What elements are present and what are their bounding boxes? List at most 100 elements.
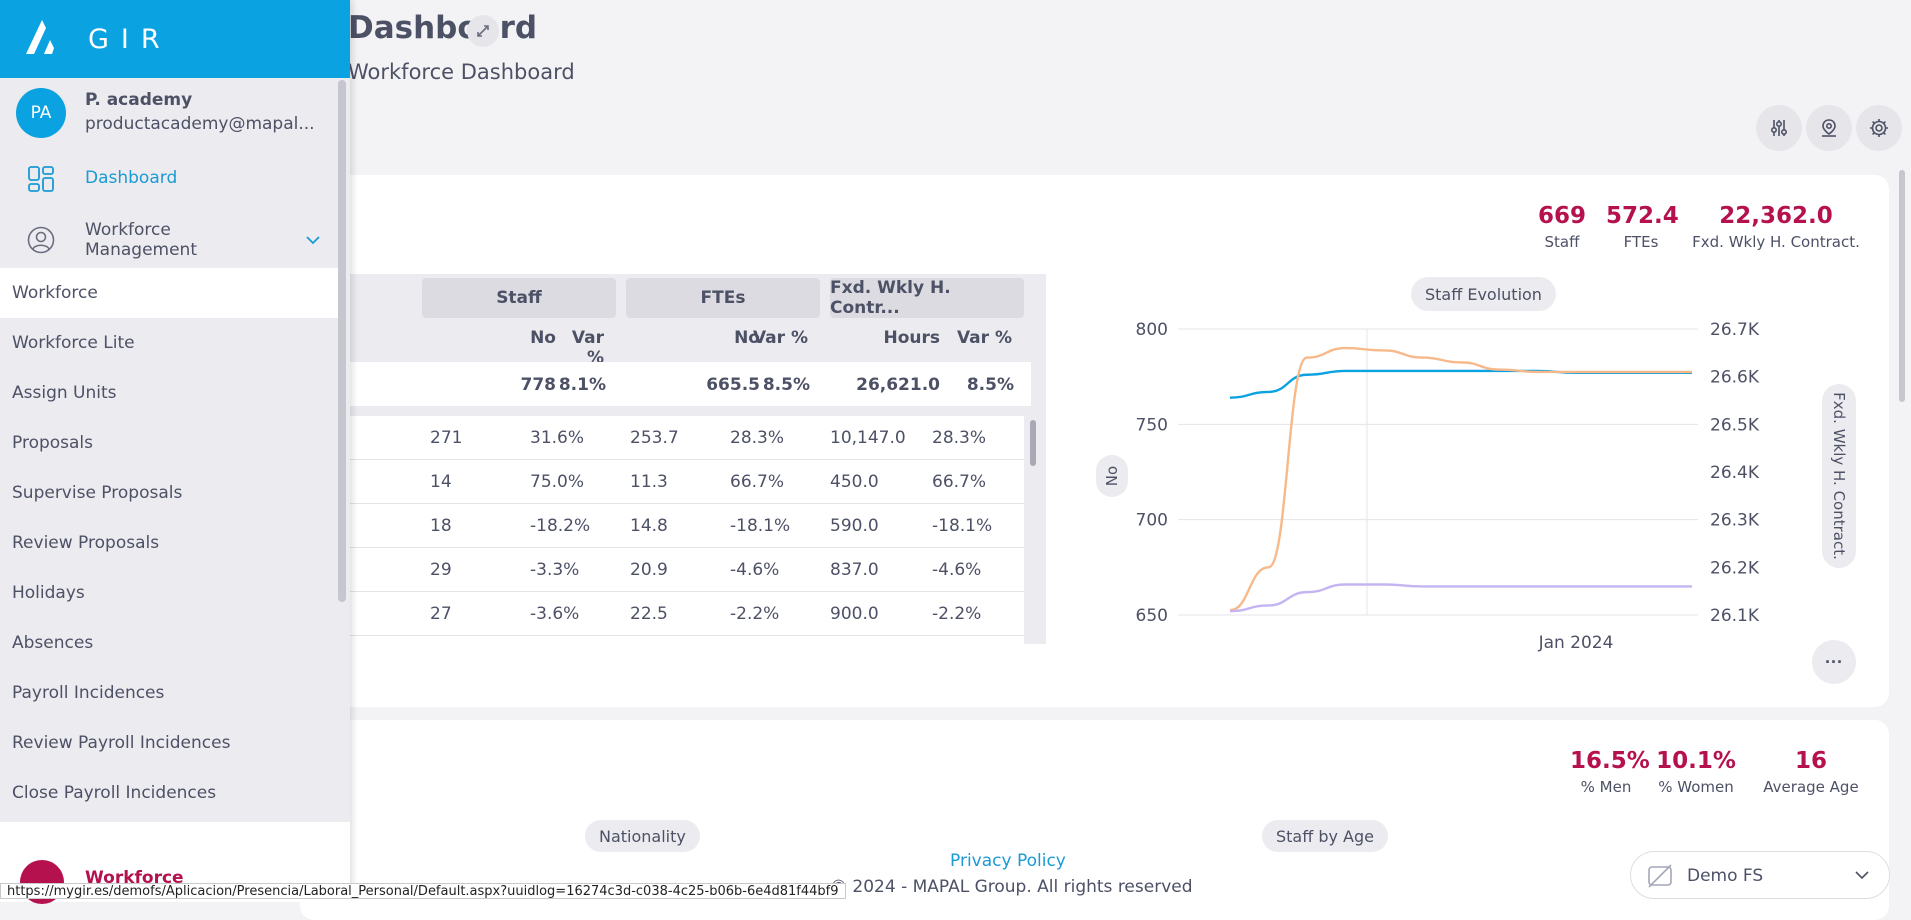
sidebar-item-workforce-management[interactable]: Workforce Management [0, 214, 340, 264]
table-subheader: Var % [752, 328, 808, 348]
sidebar-item-label: Dashboard [85, 168, 178, 188]
chevron-down-icon [1855, 871, 1869, 880]
table-cell: 590.0 [830, 516, 879, 536]
submenu-item-workforce[interactable]: Workforce [0, 268, 340, 318]
privacy-policy-link[interactable]: Privacy Policy [950, 851, 1066, 871]
kpi-value: 16.5% [1570, 748, 1650, 774]
table-scrollbar[interactable] [1030, 420, 1036, 466]
table-row[interactable]: 18 -18.2% 14.8 -18.1% 590.0 -18.1% [300, 504, 1024, 548]
chart-title: Staff Evolution [1411, 277, 1556, 311]
submenu-item-supervise-proposals[interactable]: Supervise Proposals [12, 483, 183, 503]
table-cell: 28.3% [932, 428, 987, 448]
staff-evolution-chart[interactable]: 800 750 700 650 26.7K 26.6K 26.5K 26.4K 26.3K 26.… [1130, 310, 1770, 660]
user-circle-icon [27, 226, 55, 254]
table-cell: 20.9 [630, 560, 668, 580]
y-tick-label: 700 [1136, 511, 1168, 531]
table-row[interactable]: 14 75.0% 11.3 66.7% 450.0 66.7% [300, 460, 1024, 504]
table-cell: -4.6% [932, 560, 982, 580]
kpi-value: 572.4 [1606, 203, 1679, 229]
submenu-item-review-proposals[interactable]: Review Proposals [12, 533, 160, 553]
sidebar-item-dashboard[interactable]: Dashboard [0, 158, 340, 198]
table-group-header: Fxd. Wkly H. Contr... [830, 278, 1024, 318]
expand-icon [477, 25, 489, 37]
table-cell: -18.1% [730, 516, 791, 536]
settings-button[interactable] [1856, 105, 1902, 151]
table-cell: 22.5 [630, 604, 668, 624]
sidebar: GIR PA P. academy productacademy@mapal..… [0, 0, 350, 904]
table-row[interactable]: 27 -3.6% 22.5 -2.2% 900.0 -2.2% [300, 592, 1024, 636]
chart-y-axis-label: No [1096, 455, 1128, 497]
kpi-value: 10.1% [1656, 748, 1736, 774]
brand-name: GIR [88, 24, 172, 55]
table-row[interactable]: 271 31.6% 253.7 28.3% 10,147.0 28.3% [300, 416, 1024, 460]
page-title: Dashboard [348, 10, 538, 46]
table-cell: -18.1% [932, 516, 993, 536]
avatar[interactable]: PA [16, 88, 66, 138]
total-cell: 778 [520, 375, 557, 395]
submenu-item-close-payroll-incidences[interactable]: Close Payroll Incidences [12, 783, 217, 803]
y-tick-label: 750 [1136, 415, 1168, 435]
table-cell: 31.6% [530, 428, 585, 448]
filters-button[interactable] [1756, 105, 1802, 151]
page-scrollbar[interactable] [1899, 170, 1905, 402]
sidebar-item-label: Workforce Management [85, 220, 197, 260]
kpi-label: Average Age [1763, 778, 1859, 796]
y2-tick-label: 26.1K [1710, 606, 1760, 626]
kpi-contract-hours: 22,362.0 Fxd. Wkly H. Contract. [1686, 203, 1866, 251]
company-name: Demo FS [1687, 866, 1764, 886]
y2-tick-label: 26.7K [1710, 320, 1760, 340]
submenu-item-absences[interactable]: Absences [12, 633, 94, 653]
chart-more-button[interactable]: ··· [1812, 640, 1856, 684]
kpi-value: 16 [1794, 748, 1827, 774]
kpi-value: 669 [1537, 203, 1586, 229]
chart-y2-axis-label: Fxd. Wkly H. Contract. [1822, 384, 1856, 568]
table-cell: 66.7% [730, 472, 785, 492]
location-button[interactable] [1806, 105, 1852, 151]
table-subheader: Var % [956, 328, 1012, 348]
expand-button[interactable] [467, 15, 499, 47]
more-dots-icon: ··· [1825, 651, 1843, 672]
kpi-label: Staff [1544, 233, 1580, 251]
submenu-item-payroll-incidences[interactable]: Payroll Incidences [12, 683, 165, 703]
table-cell: 253.7 [630, 428, 679, 448]
y-tick-label: 650 [1136, 606, 1168, 626]
table-cell: 900.0 [830, 604, 879, 624]
page-subtitle: Workforce Dashboard [348, 60, 575, 84]
table-cell: 14.8 [630, 516, 668, 536]
gear-icon [1870, 119, 1888, 137]
kpi-label: % Women [1658, 778, 1734, 796]
total-cell: 8.1% [558, 375, 606, 395]
y2-tick-label: 26.5K [1710, 415, 1760, 435]
table-cell: 450.0 [830, 472, 879, 492]
browser-status-url: https://mygir.es/demofs/Aplicacion/Prese… [0, 883, 846, 899]
chart-series-line [1229, 583, 1692, 613]
y2-tick-label: 26.4K [1710, 463, 1760, 483]
table-cell: 10,147.0 [830, 428, 906, 448]
company-selector[interactable]: Demo FS [1630, 851, 1890, 899]
kpi-ftes: 572.4 FTEs [1606, 203, 1679, 251]
table-total-row: 778 8.1% 665.5 8.5% 26,621.0 8.5% [300, 362, 1031, 406]
submenu-item-holidays[interactable]: Holidays [12, 583, 85, 603]
nationality-chart-title: Nationality [585, 820, 700, 852]
table-cell: 29 [430, 560, 452, 580]
table-cell: -4.6% [730, 560, 780, 580]
table-row[interactable]: 29 -3.3% 20.9 -4.6% 837.0 -4.6% [300, 548, 1024, 592]
table-group-header: Staff [422, 278, 616, 318]
submenu-item-workforce-lite[interactable]: Workforce Lite [12, 333, 135, 353]
submenu-item-assign-units[interactable]: Assign Units [12, 383, 117, 403]
table-body: 271 31.6% 253.7 28.3% 10,147.0 28.3% 14 … [300, 416, 1024, 644]
staff-table: Staff FTEs Fxd. Wkly H. Contr... No Var … [300, 274, 1046, 644]
kpi-average-age: 16 Average Age [1756, 748, 1866, 796]
kpi-men: 16.5% % Men [1570, 748, 1650, 796]
table-cell: -3.6% [530, 604, 580, 624]
location-pin-icon [1822, 119, 1836, 137]
y2-axis-label-text: Fxd. Wkly H. Contract. [1830, 392, 1848, 560]
sidebar-scrollbar[interactable] [338, 80, 346, 602]
total-cell: 8.5% [966, 375, 1014, 395]
table-cell: -3.3% [530, 560, 580, 580]
submenu-item-review-payroll-incidences[interactable]: Review Payroll Incidences [12, 733, 231, 753]
submenu-item-proposals[interactable]: Proposals [12, 433, 94, 453]
kpi-staff: 669 Staff [1536, 203, 1588, 251]
table-subheader: Hours [883, 328, 940, 348]
kpi-value: 22,362.0 [1719, 203, 1833, 229]
